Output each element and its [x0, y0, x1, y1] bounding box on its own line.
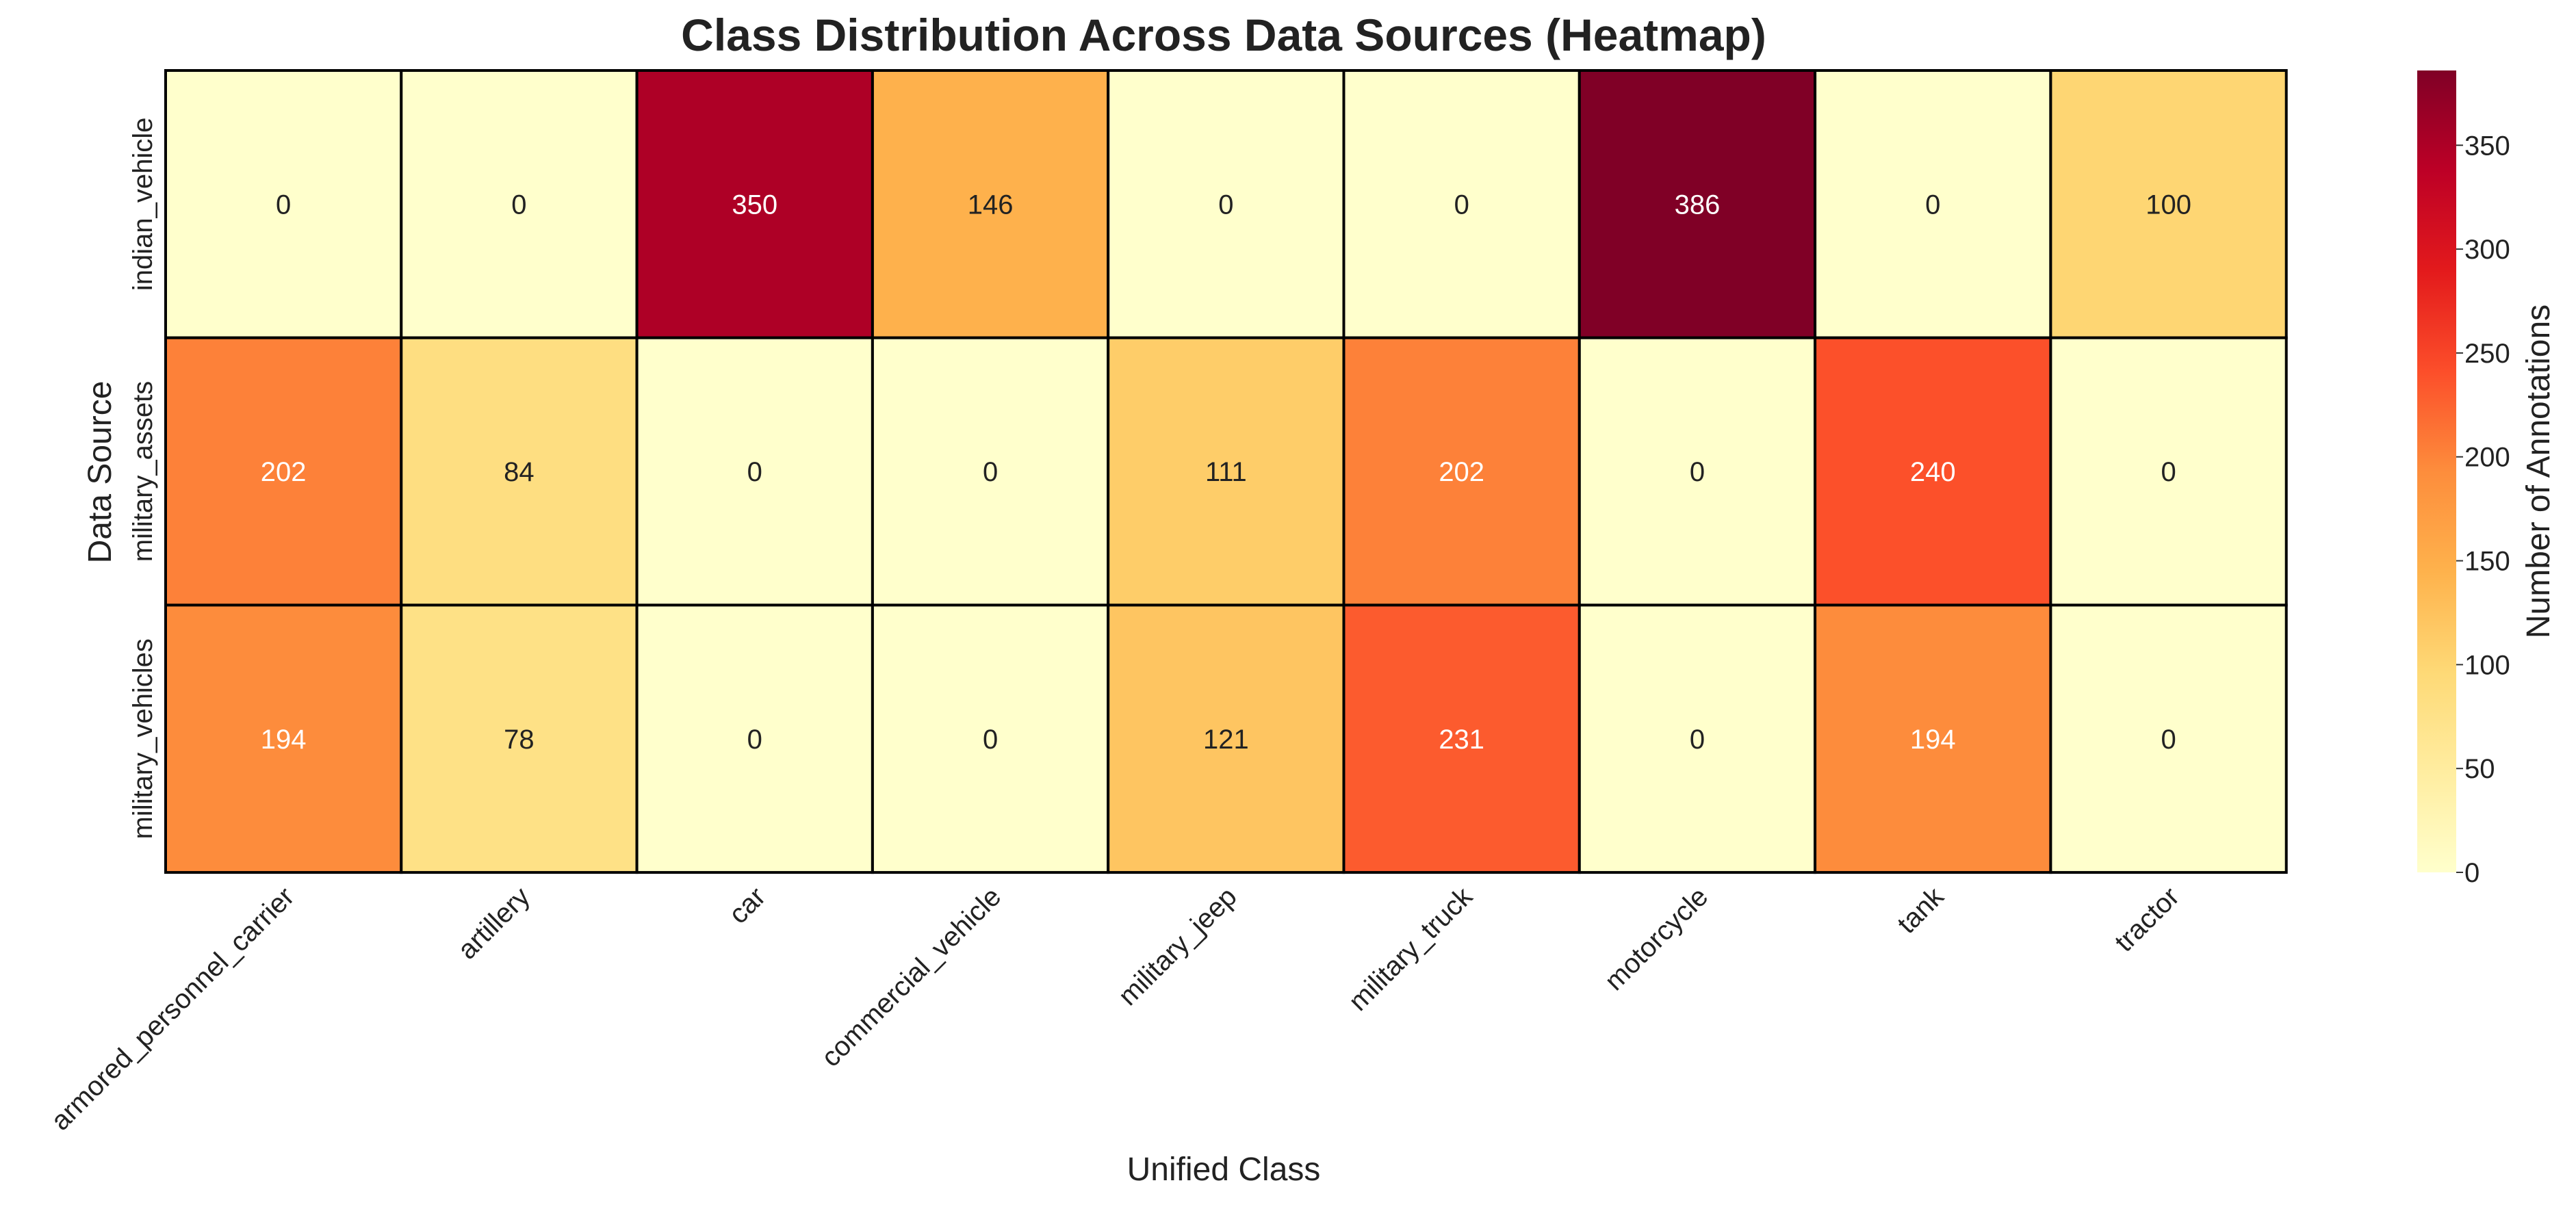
cell-value-label: 202: [261, 457, 307, 487]
cell-value-label: 0: [983, 457, 998, 487]
cell-value-label: 0: [1925, 190, 1940, 220]
cell-value-label: 100: [2146, 190, 2191, 220]
heatmap-cell-military-vehicles-tractor: [2049, 603, 2288, 874]
heatmap-cell-indian-vehicle-commercial-vehicle: [871, 69, 1110, 339]
heatmap-cell-military-assets-tractor: [2049, 336, 2288, 607]
heatmap-cell-military-vehicles-artillery: [400, 603, 639, 874]
cell-value-label: 0: [747, 457, 762, 487]
cell-value-label: 0: [1454, 190, 1469, 220]
x-tick-label-car: car: [723, 881, 771, 929]
x-tick-label-tractor: tractor: [2109, 881, 2185, 957]
cell-value-label: 0: [1690, 725, 1705, 755]
heatmap-cell-indian-vehicle-artillery: [400, 69, 639, 339]
cell-value-label: 0: [1690, 457, 1705, 487]
heatmap-cell-indian-vehicle-car: [635, 69, 874, 339]
cell-value-label: 84: [504, 457, 534, 487]
cell-value-label: 146: [968, 190, 1014, 220]
colorbar: [2417, 70, 2456, 872]
y-axis-label: Data Source: [82, 381, 118, 564]
colorbar-label: Number of Annotations: [2521, 304, 2557, 638]
cell-value-label: 194: [1910, 725, 1956, 755]
cell-value-label: 202: [1439, 457, 1484, 487]
colorbar-tick-label: 250: [2464, 339, 2510, 369]
heatmap-cell-military-assets-commercial-vehicle: [871, 336, 1110, 607]
heatmap-cell-indian-vehicle-tank: [1814, 69, 2052, 339]
y-tick-label-military-assets: military_assets: [128, 381, 158, 562]
cell-value-label: 0: [983, 725, 998, 755]
y-tick-labels: indian_vehicle military_assets military_ve…: [128, 118, 158, 840]
x-tick-label-armored-personnel-carrier: armored_personnel_carrier: [45, 881, 300, 1136]
colorbar-tick-label: 200: [2464, 443, 2510, 473]
heatmap-cell-military-vehicles-car: [635, 603, 874, 874]
heatmap-cell-military-assets-military-jeep: [1107, 336, 1345, 607]
x-tick-labels: armored_personnel_carrier artillery car com…: [45, 881, 2185, 1136]
cell-value-label: 0: [511, 190, 526, 220]
colorbar-tick-label: 50: [2464, 754, 2495, 784]
heatmap-cells: 0 0 350 146 0 0 386 0 100 202 84 0 0 111 202 0 240 0 194 78…: [164, 69, 2288, 874]
cell-value-label: 0: [747, 725, 762, 755]
cell-value-label: 240: [1910, 457, 1956, 487]
cell-value-label: 111: [1205, 457, 1247, 487]
colorbar-tick-label: 300: [2464, 235, 2510, 265]
heatmap-cell-military-vehicles-motorcycle: [1577, 603, 1817, 874]
x-tick-label-motorcycle: motorcycle: [1599, 881, 1714, 996]
x-tick-label-commercial-vehicle: commercial_vehicle: [816, 881, 1007, 1072]
chart-title: Class Distribution Across Data Sources (…: [681, 10, 1766, 60]
cell-value-label: 0: [276, 190, 291, 220]
x-tick-label-military-truck: military_truck: [1343, 881, 1478, 1017]
cell-value-label: 78: [504, 725, 534, 755]
y-tick-label-indian-vehicle: indian_vehicle: [128, 118, 158, 291]
heatmap-cell-indian-vehicle-military-truck: [1342, 69, 1581, 339]
colorbar-tick-label: 150: [2464, 547, 2510, 577]
heatmap-cell-indian-vehicle-armored-personnel-carrier: [164, 69, 403, 339]
heatmap-cell-military-assets-motorcycle: [1577, 336, 1817, 607]
heatmap-cell-military-vehicles-commercial-vehicle: [871, 603, 1110, 874]
cell-value-label: 386: [1675, 190, 1721, 220]
cell-value-label: 121: [1203, 725, 1249, 755]
cell-value-label: 231: [1439, 725, 1484, 755]
x-axis-label: Unified Class: [1127, 1152, 1321, 1188]
heatmap-cell-military-vehicles-military-jeep: [1107, 603, 1345, 874]
cell-value-label: 0: [1218, 190, 1233, 220]
colorbar-tick-label: 0: [2464, 858, 2480, 888]
cell-value-label: 0: [2161, 725, 2176, 755]
heatmap-cell-indian-vehicle-military-jeep: [1107, 69, 1345, 339]
heatmap-cell-military-assets-car: [635, 336, 874, 607]
heatmap-cell-military-assets-military-truck: [1342, 336, 1581, 607]
colorbar-tick-label: 350: [2464, 131, 2510, 161]
heatmap-cell-military-assets-armored-personnel-carrier: [164, 336, 403, 607]
heatmap-cell-military-assets-tank: [1814, 336, 2052, 607]
x-tick-label-artillery: artillery: [452, 881, 536, 965]
colorbar-tick-label: 100: [2464, 650, 2510, 680]
cell-value-label: 350: [732, 190, 777, 220]
heatmap-cell-military-vehicles-armored-personnel-carrier: [164, 603, 403, 874]
y-tick-label-military-vehicles: military_vehicles: [128, 638, 158, 839]
cell-value-label: 0: [2161, 457, 2176, 487]
x-tick-label-tank: tank: [1892, 881, 1950, 939]
colorbar-ticks: 0 50 100 150 200 250 300 350: [2456, 131, 2510, 888]
x-tick-label-military-jeep: military_jeep: [1113, 881, 1243, 1011]
cell-value-label: 194: [261, 725, 307, 755]
